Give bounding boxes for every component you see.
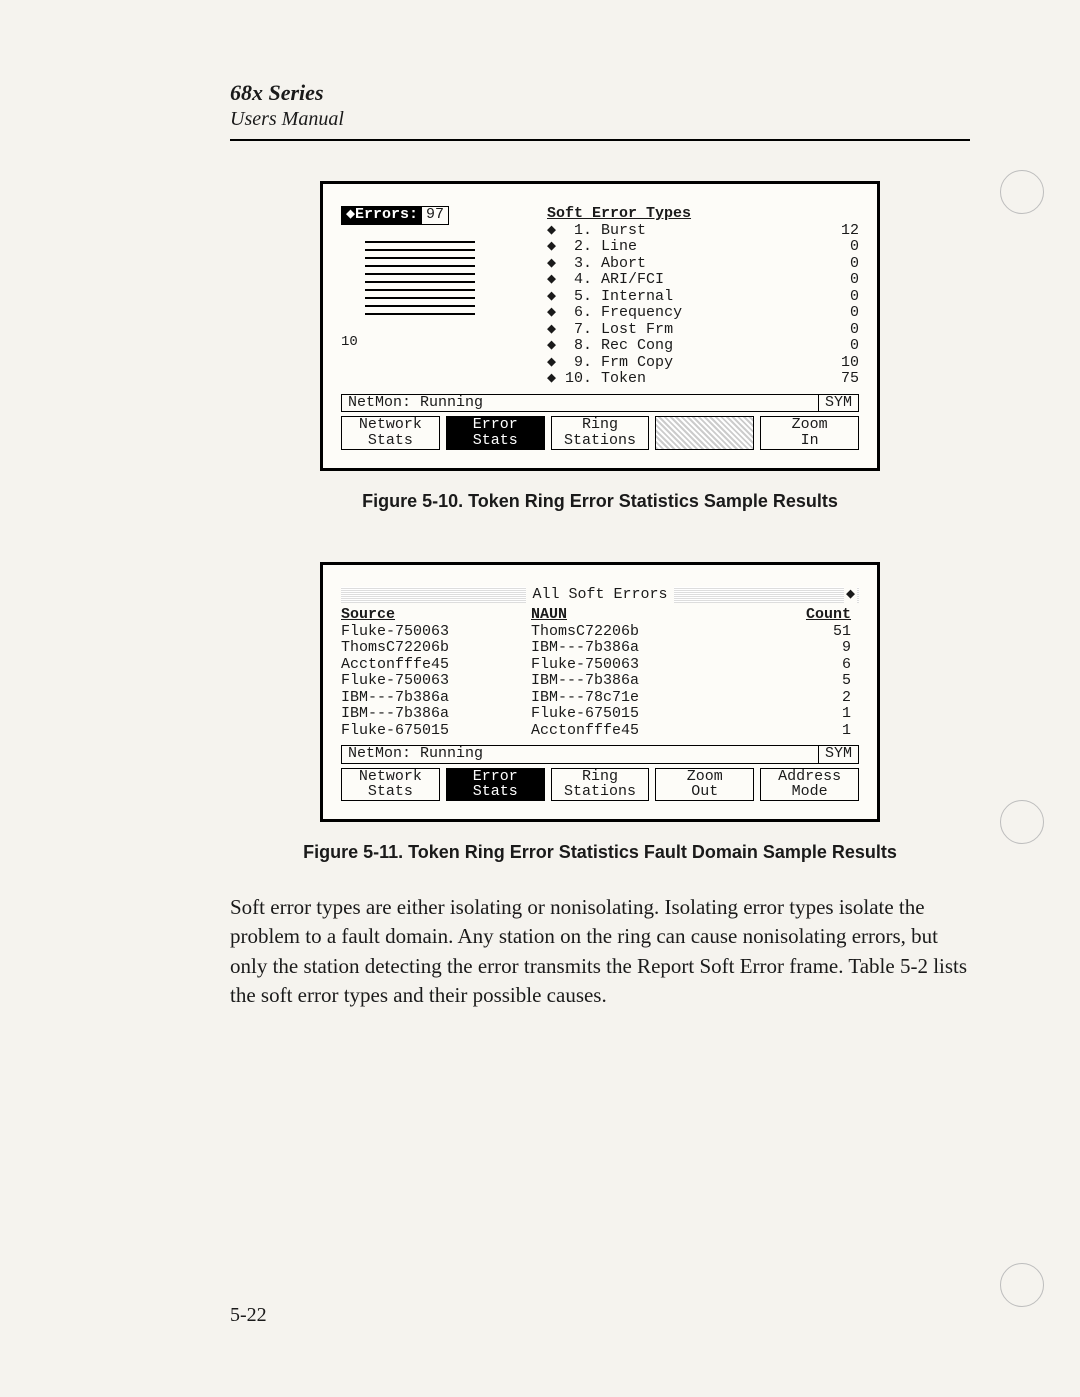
all-soft-errors-title: All Soft Errors◆ bbox=[341, 587, 859, 604]
cell-source: Acctonfffe45 bbox=[341, 657, 531, 674]
status-right: SYM bbox=[819, 395, 858, 412]
table-row: IBM---7b386aFluke-6750151 bbox=[341, 706, 859, 723]
manual-subtitle: Users Manual bbox=[230, 108, 970, 131]
softkey[interactable]: NetworkStats bbox=[341, 416, 440, 450]
col-source: Source bbox=[341, 607, 531, 624]
softkey[interactable]: ErrorStats bbox=[446, 416, 545, 450]
scroll-indicator-icon: ◆ bbox=[844, 587, 857, 604]
softkey[interactable]: NetworkStats bbox=[341, 768, 440, 802]
softkey[interactable] bbox=[655, 416, 754, 450]
errors-value: 97 bbox=[422, 206, 448, 223]
cell-naun: IBM---7b386a bbox=[531, 640, 731, 657]
cell-source: Fluke-750063 bbox=[341, 624, 531, 641]
cell-source: IBM---7b386a bbox=[341, 690, 531, 707]
page-number: 5-22 bbox=[230, 1304, 267, 1327]
error-type-item: 4. ARI/FCI bbox=[547, 272, 682, 289]
error-type-value: 0 bbox=[819, 338, 859, 355]
body-paragraph: Soft error types are either isolating or… bbox=[230, 893, 970, 1011]
error-type-item: 6. Frequency bbox=[547, 305, 682, 322]
error-type-item: 1. Burst bbox=[547, 223, 682, 240]
dial-scale-lines bbox=[365, 241, 475, 321]
dial-gauge: 10 bbox=[341, 231, 511, 381]
status-bar: NetMon: Running SYM bbox=[341, 394, 859, 413]
col-naun: NAUN bbox=[531, 607, 731, 624]
error-type-item: 9. Frm Copy bbox=[547, 355, 682, 372]
header-rule bbox=[230, 139, 970, 141]
softkey-row-2: NetworkStatsErrorStatsRingStationsZoomOu… bbox=[341, 768, 859, 802]
softkey[interactable]: ErrorStats bbox=[446, 768, 545, 802]
error-type-values: 1200000001075 bbox=[819, 223, 859, 388]
error-type-value: 0 bbox=[819, 289, 859, 306]
error-type-value: 0 bbox=[819, 305, 859, 322]
errors-box: ◆Errors:97 bbox=[341, 206, 449, 225]
error-type-value: 12 bbox=[819, 223, 859, 240]
error-type-item: 2. Line bbox=[547, 239, 682, 256]
cell-count: 51 bbox=[731, 624, 859, 641]
figure-5-10-caption: Figure 5-10. Token Ring Error Statistics… bbox=[230, 491, 970, 512]
error-type-value: 0 bbox=[819, 239, 859, 256]
series-title: 68x Series bbox=[230, 80, 970, 106]
softkey[interactable]: RingStations bbox=[551, 768, 650, 802]
error-type-item: 8. Rec Cong bbox=[547, 338, 682, 355]
error-type-value: 0 bbox=[819, 272, 859, 289]
table-row: Fluke-750063ThomsC72206b51 bbox=[341, 624, 859, 641]
status-left: NetMon: Running bbox=[342, 395, 819, 412]
cell-count: 9 bbox=[731, 640, 859, 657]
status-left-2: NetMon: Running bbox=[342, 746, 819, 763]
cell-naun: IBM---78c71e bbox=[531, 690, 731, 707]
cell-count: 5 bbox=[731, 673, 859, 690]
cell-naun: Acctonfffe45 bbox=[531, 723, 731, 740]
figure-5-11-caption: Figure 5-11. Token Ring Error Statistics… bbox=[230, 842, 970, 863]
cell-count: 6 bbox=[731, 657, 859, 674]
cell-count: 1 bbox=[731, 723, 859, 740]
cell-count: 1 bbox=[731, 706, 859, 723]
col-count: Count bbox=[731, 607, 859, 624]
error-type-item: 5. Internal bbox=[547, 289, 682, 306]
table-row: Fluke-675015Acctonfffe451 bbox=[341, 723, 859, 740]
soft-error-types-title: Soft Error Types bbox=[547, 206, 859, 223]
table-header: Source NAUN Count bbox=[341, 607, 859, 624]
punch-hole-icon bbox=[1000, 800, 1044, 844]
screen-error-stats: ◆Errors:97 10 Soft Error Types 1. Burst … bbox=[320, 181, 880, 471]
error-type-item: 7. Lost Frm bbox=[547, 322, 682, 339]
cell-source: Fluke-750063 bbox=[341, 673, 531, 690]
table-row: IBM---7b386aIBM---78c71e2 bbox=[341, 690, 859, 707]
error-type-value: 0 bbox=[819, 322, 859, 339]
cell-naun: Fluke-675015 bbox=[531, 706, 731, 723]
punch-hole-icon bbox=[1000, 170, 1044, 214]
softkey[interactable]: RingStations bbox=[551, 416, 650, 450]
screen-fault-domain: All Soft Errors◆ Source NAUN Count Fluke… bbox=[320, 562, 880, 823]
cell-source: Fluke-675015 bbox=[341, 723, 531, 740]
error-type-list: 1. Burst 2. Line 3. Abort 4. ARI/FCI 5. … bbox=[547, 223, 682, 388]
error-type-value: 0 bbox=[819, 256, 859, 273]
error-type-value: 75 bbox=[819, 371, 859, 388]
cell-count: 2 bbox=[731, 690, 859, 707]
softkey[interactable]: ZoomOut bbox=[655, 768, 754, 802]
error-type-value: 10 bbox=[819, 355, 859, 372]
table-body: Fluke-750063ThomsC72206b51ThomsC72206bIB… bbox=[341, 624, 859, 740]
error-type-item: 3. Abort bbox=[547, 256, 682, 273]
table-row: Acctonfffe45Fluke-7500636 bbox=[341, 657, 859, 674]
punch-hole-icon bbox=[1000, 1263, 1044, 1307]
cell-naun: Fluke-750063 bbox=[531, 657, 731, 674]
cell-naun: ThomsC72206b bbox=[531, 624, 731, 641]
softkey[interactable]: ZoomIn bbox=[760, 416, 859, 450]
cell-source: IBM---7b386a bbox=[341, 706, 531, 723]
table-row: ThomsC72206bIBM---7b386a9 bbox=[341, 640, 859, 657]
error-type-item: 10. Token bbox=[547, 371, 682, 388]
status-right-2: SYM bbox=[819, 746, 858, 763]
status-bar-2: NetMon: Running SYM bbox=[341, 745, 859, 764]
table-row: Fluke-750063IBM---7b386a5 bbox=[341, 673, 859, 690]
dial-low-label: 10 bbox=[341, 335, 358, 350]
errors-label: ◆Errors: bbox=[342, 207, 422, 224]
cell-source: ThomsC72206b bbox=[341, 640, 531, 657]
cell-naun: IBM---7b386a bbox=[531, 673, 731, 690]
softkey-row: NetworkStatsErrorStatsRingStations ZoomI… bbox=[341, 416, 859, 450]
softkey[interactable]: AddressMode bbox=[760, 768, 859, 802]
